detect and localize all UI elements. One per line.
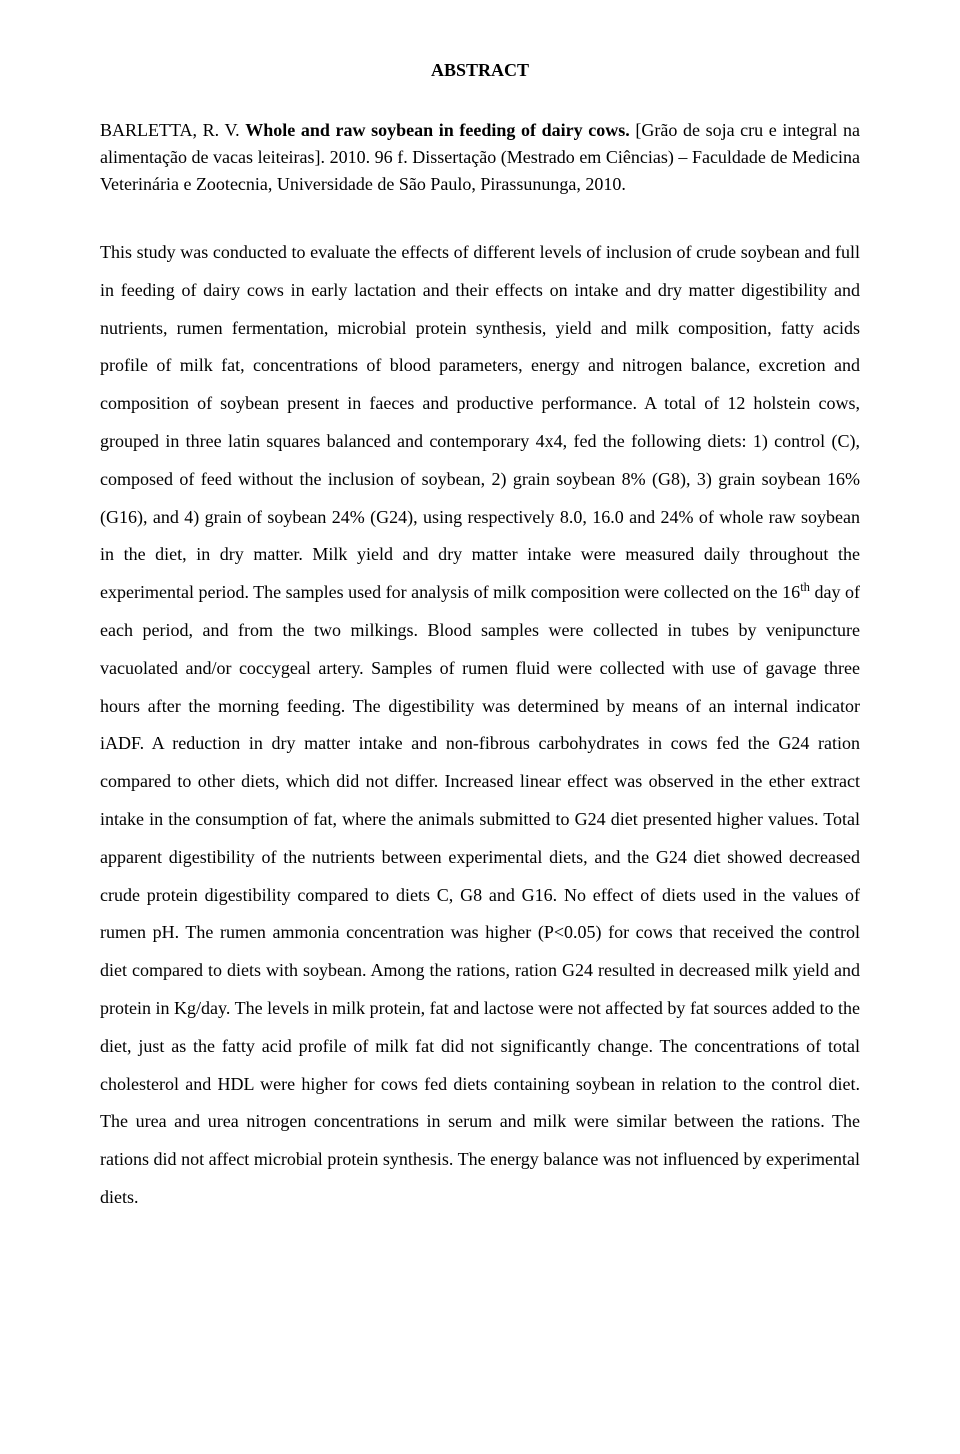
body-part-b: day of each period, and from the two mil… [100, 582, 860, 1207]
work-title-en: Whole and raw soybean in feeding of dair… [245, 120, 635, 140]
author: BARLETTA, R. V. [100, 120, 245, 140]
ordinal-sup: th [800, 580, 810, 594]
citation-heading: BARLETTA, R. V. Whole and raw soybean in… [100, 117, 860, 198]
abstract-title: ABSTRACT [100, 60, 860, 81]
abstract-body: This study was conducted to evaluate the… [100, 234, 860, 1217]
body-part-a: This study was conducted to evaluate the… [100, 242, 860, 602]
